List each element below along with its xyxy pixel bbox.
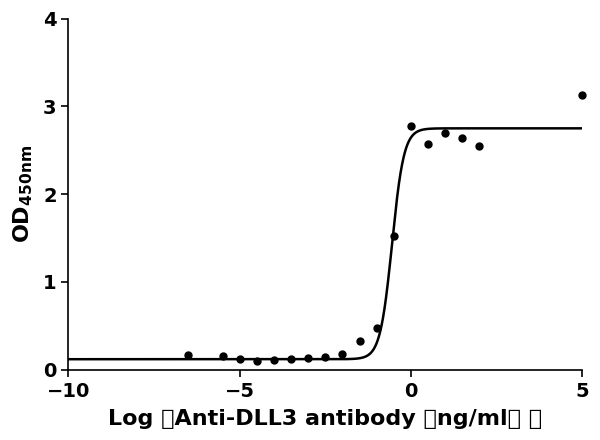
Point	[252, 357, 262, 364]
X-axis label: Log （Anti-DLL3 antibody （ng/ml） ）: Log （Anti-DLL3 antibody （ng/ml） ）	[108, 409, 542, 429]
Point	[304, 355, 313, 362]
Y-axis label: OD$_\mathbf{450nm}$: OD$_\mathbf{450nm}$	[11, 145, 35, 243]
Point	[338, 350, 347, 357]
Point	[457, 135, 467, 142]
Point	[184, 351, 193, 358]
Point	[320, 353, 330, 360]
Point	[286, 356, 296, 363]
Point	[475, 143, 484, 150]
Point	[577, 92, 587, 99]
Point	[406, 122, 416, 129]
Point	[355, 337, 364, 345]
Point	[423, 141, 433, 148]
Point	[389, 233, 398, 240]
Point	[269, 356, 279, 363]
Point	[218, 352, 227, 359]
Point	[440, 129, 450, 136]
Point	[235, 356, 244, 363]
Point	[372, 325, 382, 332]
